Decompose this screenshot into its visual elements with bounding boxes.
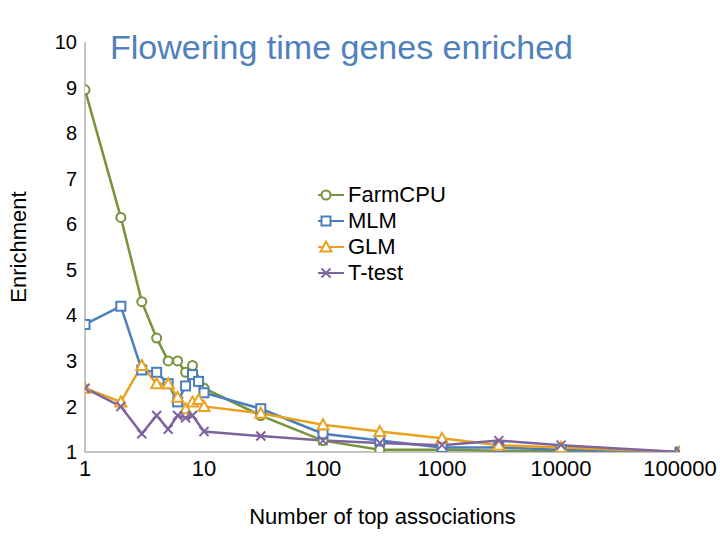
html-text:FarmCPU: FarmCPU — [348, 182, 446, 207]
svg-text:9: 9 — [66, 77, 77, 99]
svg-text:10: 10 — [55, 31, 77, 53]
svg-text:100: 100 — [305, 456, 342, 481]
svg-text:4: 4 — [66, 304, 77, 326]
svg-text:7: 7 — [66, 168, 77, 190]
svg-text:2: 2 — [66, 396, 77, 418]
svg-text:3: 3 — [66, 350, 77, 372]
svg-text:10000: 10000 — [530, 456, 591, 481]
svg-text:1: 1 — [79, 456, 91, 481]
svg-text:Number of top associations: Number of top associations — [249, 504, 516, 529]
html-text:GLM: GLM — [348, 234, 396, 259]
html-text:Flowering time genes enriched: Flowering time genes enriched — [110, 28, 573, 66]
svg-text:10: 10 — [192, 456, 216, 481]
svg-text:Enrichment: Enrichment — [8, 191, 31, 302]
svg-text:1000: 1000 — [418, 456, 467, 481]
html-text:MLM: MLM — [348, 208, 397, 233]
svg-text:100000: 100000 — [643, 456, 712, 481]
svg-text:1: 1 — [66, 441, 77, 463]
svg-text:8: 8 — [66, 122, 77, 144]
svg-text:6: 6 — [66, 213, 77, 235]
svg-text:5: 5 — [66, 259, 77, 281]
html-text:T-test: T-test — [348, 260, 403, 285]
